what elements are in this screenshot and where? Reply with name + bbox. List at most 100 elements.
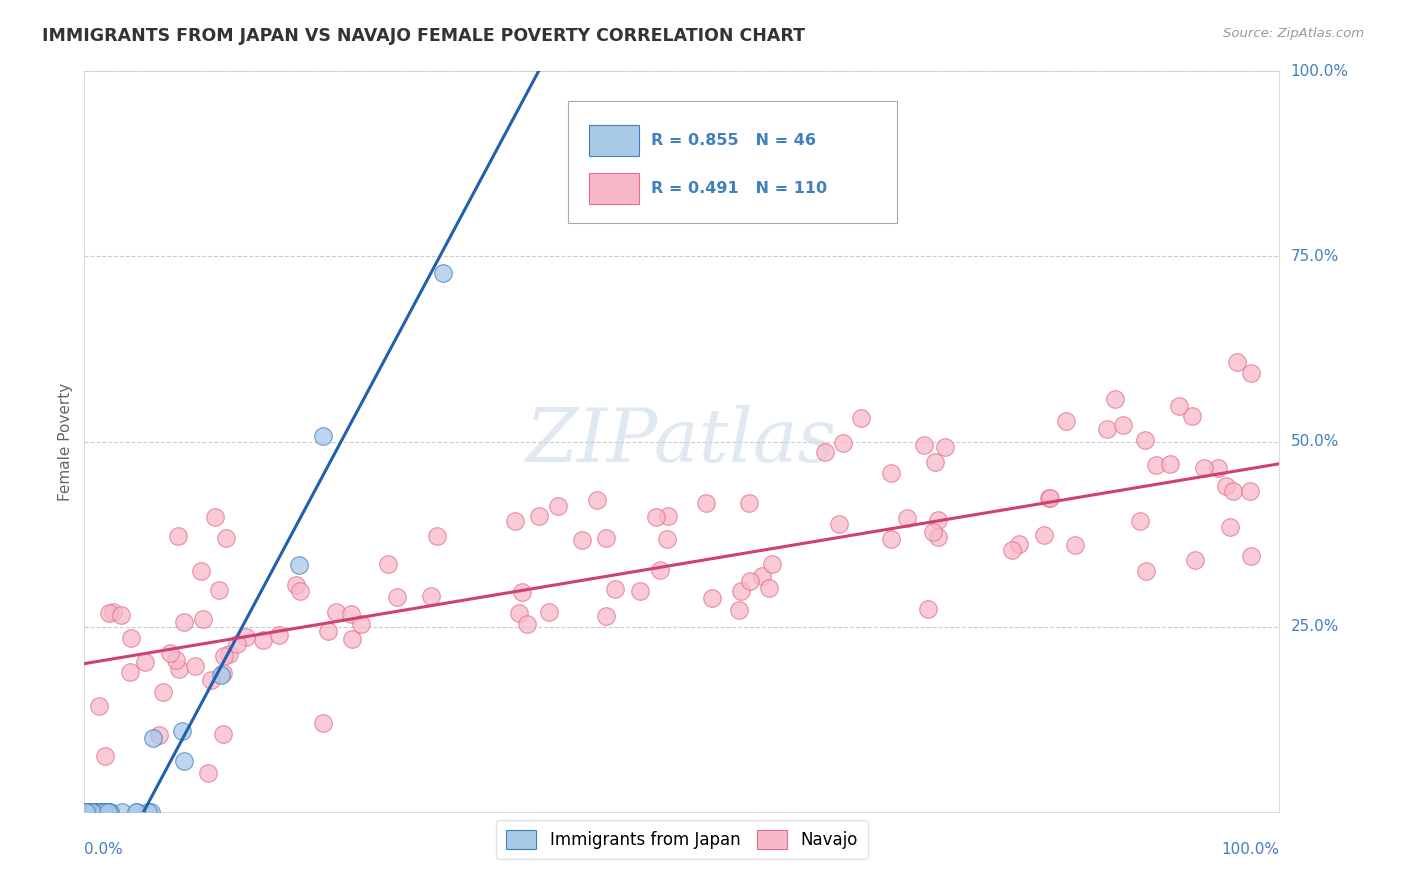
- Point: [215, 532, 238, 546]
- Point: [595, 531, 617, 545]
- Point: [212, 665, 235, 680]
- Point: [1039, 491, 1062, 505]
- Text: ZIPatlas: ZIPatlas: [526, 405, 838, 478]
- Point: [738, 574, 761, 588]
- Point: [134, 655, 156, 669]
- FancyBboxPatch shape: [568, 101, 897, 223]
- Point: [80, 805, 103, 819]
- Text: R = 0.855   N = 46: R = 0.855 N = 46: [651, 133, 815, 148]
- Point: [1239, 483, 1261, 498]
- Point: [571, 533, 593, 547]
- Point: [93, 748, 115, 763]
- Point: [695, 496, 717, 510]
- Point: [75, 805, 97, 819]
- Point: [1038, 491, 1060, 506]
- Point: [89, 805, 111, 819]
- Point: [193, 612, 215, 626]
- Point: [98, 607, 121, 621]
- Point: [89, 698, 111, 713]
- Text: 100.0%: 100.0%: [1291, 64, 1348, 78]
- Point: [284, 577, 307, 591]
- Point: [1215, 479, 1237, 493]
- Point: [927, 530, 949, 544]
- Point: [896, 511, 918, 525]
- Point: [76, 805, 98, 819]
- Point: [730, 584, 752, 599]
- Point: [1095, 422, 1118, 436]
- Text: R = 0.491   N = 110: R = 0.491 N = 110: [651, 181, 827, 196]
- Point: [1240, 366, 1263, 380]
- Point: [648, 563, 671, 577]
- Point: [1144, 458, 1167, 473]
- Point: [83, 805, 105, 819]
- Point: [172, 724, 194, 739]
- Point: [1112, 417, 1135, 432]
- Point: [190, 564, 212, 578]
- Text: 50.0%: 50.0%: [1291, 434, 1339, 449]
- Point: [1032, 528, 1054, 542]
- Point: [761, 557, 783, 571]
- Point: [880, 466, 903, 480]
- Point: [585, 493, 607, 508]
- Point: [200, 673, 222, 687]
- Point: [98, 805, 121, 819]
- Point: [75, 805, 97, 819]
- Point: [547, 499, 569, 513]
- Point: [77, 805, 100, 819]
- Point: [75, 805, 97, 819]
- Point: [97, 805, 120, 819]
- Point: [655, 532, 678, 546]
- Point: [924, 455, 946, 469]
- Point: [80, 805, 103, 819]
- Point: [84, 805, 107, 819]
- Point: [173, 615, 195, 630]
- Point: [79, 805, 101, 819]
- Point: [644, 509, 666, 524]
- Point: [657, 508, 679, 523]
- Legend: Immigrants from Japan, Navajo: Immigrants from Japan, Navajo: [496, 820, 868, 859]
- Point: [377, 557, 399, 571]
- Text: 25.0%: 25.0%: [1291, 619, 1339, 634]
- Point: [97, 805, 120, 819]
- Point: [82, 805, 104, 819]
- Point: [1167, 400, 1189, 414]
- Text: 0.0%: 0.0%: [84, 842, 124, 857]
- Point: [75, 805, 97, 819]
- Point: [101, 605, 124, 619]
- Point: [738, 496, 761, 510]
- Point: [385, 590, 408, 604]
- Text: 100.0%: 100.0%: [1222, 842, 1279, 857]
- Point: [136, 805, 159, 819]
- Point: [76, 805, 98, 819]
- Point: [1135, 564, 1157, 578]
- Point: [832, 436, 855, 450]
- Point: [814, 445, 837, 459]
- Point: [1159, 457, 1181, 471]
- Point: [84, 805, 107, 819]
- Point: [1054, 414, 1077, 428]
- Point: [325, 605, 347, 619]
- Point: [426, 529, 449, 543]
- Point: [1133, 434, 1156, 448]
- Point: [927, 512, 949, 526]
- Point: [77, 805, 100, 819]
- Point: [934, 440, 956, 454]
- Point: [235, 630, 257, 644]
- Point: [218, 647, 240, 661]
- Point: [700, 591, 723, 605]
- Point: [76, 805, 98, 819]
- Point: [921, 525, 943, 540]
- Point: [1128, 514, 1150, 528]
- Point: [125, 805, 148, 819]
- Point: [169, 662, 191, 676]
- Point: [75, 805, 97, 819]
- Point: [165, 653, 187, 667]
- Point: [1181, 409, 1204, 423]
- Point: [751, 569, 773, 583]
- Point: [880, 533, 903, 547]
- Point: [316, 624, 339, 638]
- Point: [1206, 461, 1229, 475]
- Point: [118, 665, 141, 679]
- Point: [141, 805, 163, 819]
- Text: Source: ZipAtlas.com: Source: ZipAtlas.com: [1223, 27, 1364, 40]
